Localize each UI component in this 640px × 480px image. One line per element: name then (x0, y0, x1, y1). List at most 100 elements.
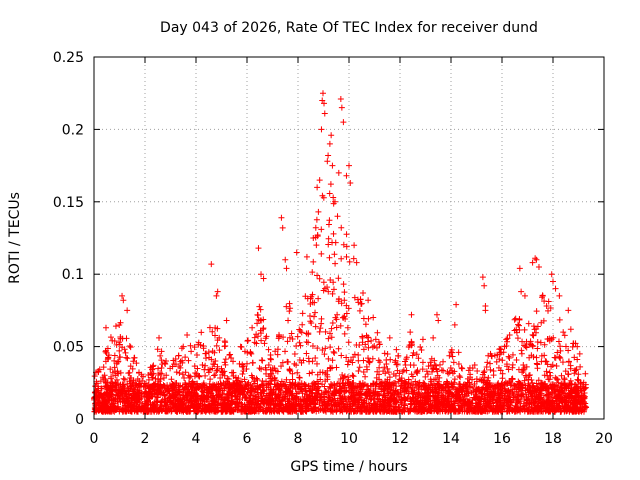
data-point (254, 320, 261, 327)
data-point (326, 140, 333, 147)
data-point (306, 370, 313, 377)
data-point (346, 162, 352, 169)
data-point (509, 361, 516, 368)
data-point (282, 256, 289, 263)
data-point (457, 374, 464, 381)
data-point (490, 368, 497, 375)
data-point (358, 300, 365, 307)
data-point (267, 355, 274, 362)
data-point (557, 347, 564, 354)
data-point (362, 321, 369, 328)
data-point (176, 370, 183, 377)
data-point (359, 333, 366, 340)
data-point (341, 297, 348, 304)
data-point (474, 367, 481, 374)
data-point (407, 329, 414, 336)
data-point (433, 311, 440, 318)
data-point (230, 358, 237, 365)
data-point (365, 297, 372, 304)
data-point (279, 224, 286, 231)
x-tick-label: 20 (595, 431, 613, 447)
data-point (482, 307, 489, 314)
data-point (346, 258, 353, 265)
data-point (309, 369, 316, 376)
data-point (207, 376, 214, 383)
data-point (322, 328, 329, 335)
data-point (327, 385, 334, 392)
data-point (213, 292, 220, 299)
data-point (158, 364, 165, 371)
data-point (256, 365, 263, 372)
data-point (524, 396, 531, 403)
x-tick-label: 12 (391, 431, 409, 447)
data-point (313, 216, 320, 223)
data-point (543, 358, 550, 365)
data-point (178, 345, 185, 352)
data-point (456, 373, 463, 380)
data-point (440, 358, 447, 365)
data-point (513, 356, 520, 363)
data-point (556, 316, 563, 323)
data-point (102, 324, 109, 331)
data-point (343, 231, 350, 238)
data-point (330, 286, 337, 293)
data-point (116, 347, 123, 354)
data-point (162, 361, 169, 368)
data-point (565, 347, 572, 354)
y-tick-label: 0.1 (62, 267, 84, 283)
data-point (351, 351, 358, 358)
data-point (351, 242, 358, 249)
data-point (481, 282, 488, 289)
data-point (516, 379, 523, 386)
data-point (560, 389, 567, 396)
data-point (436, 361, 443, 368)
data-point (329, 162, 336, 169)
data-point (305, 339, 312, 346)
data-point (258, 366, 265, 373)
data-point (312, 224, 319, 231)
data-point (254, 311, 261, 318)
y-tick-label: 0.15 (53, 195, 84, 211)
data-point (141, 388, 148, 395)
data-point (497, 398, 504, 405)
data-point (173, 369, 180, 376)
data-point (320, 279, 327, 286)
data-point (219, 390, 226, 397)
x-tick-label: 6 (243, 431, 252, 447)
data-point (521, 292, 528, 299)
data-point (534, 345, 541, 352)
data-point (408, 311, 415, 318)
data-point (227, 351, 234, 358)
data-point (360, 315, 367, 322)
data-point (347, 179, 354, 186)
data-point (401, 385, 408, 392)
data-point (339, 379, 346, 386)
data-point (180, 343, 187, 350)
data-point (577, 363, 584, 370)
data-point (330, 348, 337, 355)
data-point (325, 152, 332, 159)
data-point (244, 337, 251, 344)
data-points (91, 90, 590, 415)
data-point (531, 326, 538, 333)
data-point (168, 376, 175, 383)
data-point (299, 321, 306, 328)
data-point (459, 365, 466, 372)
data-point (369, 355, 376, 362)
data-point (559, 359, 566, 366)
data-point (485, 384, 492, 391)
data-point (213, 342, 220, 349)
data-point (340, 281, 347, 288)
data-point (326, 217, 333, 224)
y-tick-label: 0.2 (62, 122, 84, 138)
x-tick-label: 18 (544, 431, 562, 447)
data-point (293, 343, 300, 350)
data-point (511, 316, 518, 323)
data-point (187, 342, 194, 349)
data-point (325, 355, 332, 362)
data-point (289, 392, 296, 399)
data-point (221, 338, 228, 345)
data-point (345, 339, 352, 346)
data-point (298, 380, 305, 387)
data-point (343, 253, 350, 260)
